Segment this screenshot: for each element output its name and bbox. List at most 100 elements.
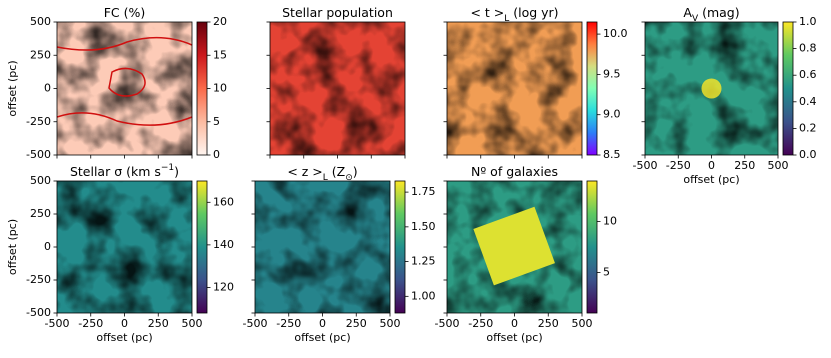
panel: Stellar σ (km s−1) -500 -250 0 250 500 500 250 0… — [6, 163, 234, 345]
panel: Nº of galaxies -500 -250 0 250 500 offset (pc)… — [435, 164, 617, 345]
colorbar-tick-label: 5 — [213, 115, 220, 128]
title-part: ⊙ — [345, 173, 353, 183]
x-tick-label: 250 — [734, 159, 755, 172]
title-part: L — [504, 14, 509, 24]
colorbar-tick-label: 1.00 — [411, 289, 436, 302]
x-axis-label: offset (pc) — [683, 173, 739, 186]
colorbar-tick-label: 8.5 — [603, 148, 621, 161]
contour — [56, 112, 193, 126]
y-tick-label: 250 — [30, 207, 51, 220]
title-part: (Z — [328, 164, 345, 179]
y-axis-label: offset (pc) — [6, 219, 19, 275]
x-tick-label: -250 — [468, 317, 493, 330]
colorbar — [586, 180, 598, 314]
colorbar — [196, 180, 208, 314]
colorbar-tick-label: 0 — [213, 148, 220, 161]
x-tick-label: 500 — [380, 317, 401, 330]
heatmap-texture — [255, 181, 390, 313]
colorbar-tick-label: 1.75 — [411, 185, 436, 198]
x-tick-label: -500 — [435, 317, 460, 330]
panel: FC (%) 500 250 0 -250 -500 offset (pc) 0 5 10 15 20 — [6, 5, 227, 162]
colorbar-tick-label: 1.25 — [411, 255, 436, 268]
colorbar — [586, 21, 598, 156]
colorbar-tick-label: 20 — [213, 15, 227, 28]
colorbar-tick-label: 5 — [603, 265, 610, 278]
title-part: A — [683, 5, 692, 20]
colorbar-tick-label: 10 — [213, 82, 227, 95]
title-part: ) — [353, 164, 358, 179]
x-tick-label: 250 — [148, 317, 169, 330]
colorbar-tick-label: 1.50 — [411, 220, 436, 233]
title-part: V — [692, 14, 699, 24]
y-tick-label: 250 — [30, 48, 51, 61]
colorbar-tick-label: 0.8 — [799, 42, 817, 55]
title-part: (log yr) — [509, 5, 558, 20]
title-part: L — [323, 173, 328, 183]
panel-title: < t >L (log yr) — [470, 5, 558, 24]
colorbar-tick-label: 0.6 — [799, 68, 817, 81]
colorbar-tick-label: 140 — [213, 238, 234, 251]
colorbar-tick-label: 0.0 — [799, 148, 817, 161]
colorbar — [782, 21, 794, 156]
colorbar-tick-label: 15 — [213, 48, 227, 61]
x-tick-label: 250 — [346, 317, 367, 330]
panel-title: AV (mag) — [683, 5, 739, 24]
title-part: Stellar σ (km s — [70, 164, 161, 179]
y-tick-label: 500 — [30, 174, 51, 187]
x-tick-label: 250 — [538, 317, 559, 330]
y-tick-label: -250 — [26, 273, 51, 286]
x-tick-label: 500 — [768, 159, 789, 172]
x-tick-label: -500 — [243, 317, 268, 330]
heatmap-texture — [270, 22, 405, 155]
title-part: < z > — [287, 164, 322, 179]
contour — [108, 67, 146, 97]
x-tick-label: -250 — [78, 317, 103, 330]
title-part: Nº of galaxies — [471, 164, 558, 179]
panel: < t >L (log yr) 8.5 9.0 9.5 10.0 — [443, 5, 628, 161]
panel: AV (mag) -500 -250 0 250 500 offset (pc) 0.0 0.2… — [633, 5, 817, 187]
x-axis-label: offset (pc) — [486, 331, 542, 344]
colorbar — [394, 180, 406, 314]
title-part: (mag) — [698, 5, 740, 20]
panel-title: FC (%) — [104, 5, 146, 20]
colorbar-tick-label: 160 — [213, 195, 234, 208]
x-tick-label: 500 — [182, 317, 203, 330]
heatmap-texture — [447, 22, 582, 155]
panel-title: Stellar population — [282, 5, 393, 20]
x-tick-label: -500 — [633, 159, 658, 172]
x-axis-label: offset (pc) — [96, 331, 152, 344]
panel: Stellar population — [266, 5, 406, 159]
colorbar-tick-label: 1.0 — [799, 15, 817, 28]
title-part: −1 — [161, 163, 174, 173]
x-tick-label: 0 — [511, 317, 518, 330]
title-part: < t > — [470, 5, 504, 20]
x-axis-label: offset (pc) — [294, 331, 350, 344]
heatmap-core — [701, 78, 722, 99]
y-axis-label: offset (pc) — [6, 60, 19, 116]
x-tick-label: 0 — [319, 317, 326, 330]
y-tick-label: 0 — [44, 240, 51, 253]
contour — [56, 36, 193, 51]
y-tick-label: 500 — [30, 15, 51, 28]
colorbar-tick-label: 9.0 — [603, 108, 621, 121]
y-tick-label: -500 — [26, 148, 51, 161]
panel-title: Nº of galaxies — [471, 164, 558, 179]
colorbar-tick-label: 120 — [213, 280, 234, 293]
colorbar-tick-label: 9.5 — [603, 67, 621, 80]
colorbar-tick-label: 10.0 — [603, 27, 628, 40]
heatmap-texture — [57, 22, 192, 155]
heatmap-core — [473, 206, 555, 286]
x-tick-label: 0 — [121, 317, 128, 330]
x-tick-label: -250 — [666, 159, 691, 172]
panel-title: Stellar σ (km s−1) — [70, 163, 179, 179]
colorbar-tick-label: 10 — [603, 215, 617, 228]
x-tick-label: -500 — [45, 317, 70, 330]
colorbar-tick-label: 0.4 — [799, 95, 817, 108]
title-part: FC (%) — [104, 5, 146, 20]
panel-title: < z >L (Z⊙) — [287, 164, 357, 183]
colorbar — [196, 21, 208, 156]
y-tick-label: 0 — [44, 82, 51, 95]
y-tick-label: -500 — [26, 306, 51, 319]
panel: < z >L (Z⊙) -500 -250 0 250 500 offset (pc) 1.0… — [243, 164, 436, 345]
